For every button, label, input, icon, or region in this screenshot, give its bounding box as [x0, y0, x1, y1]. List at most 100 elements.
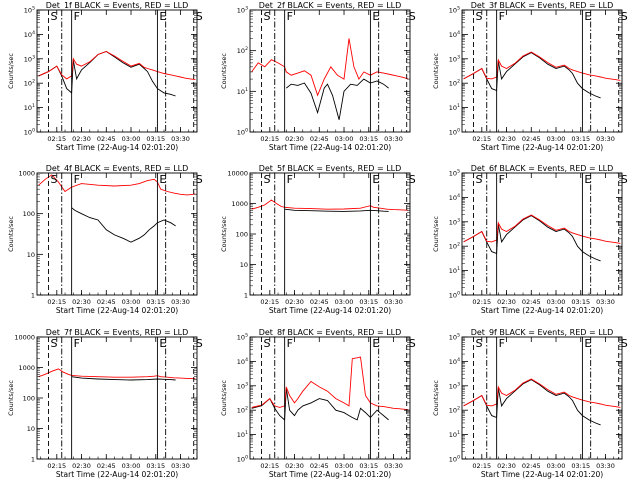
event-marker-label: E	[372, 173, 379, 186]
event-marker-label: S	[621, 173, 628, 186]
y-axis-label: Counts/sec	[220, 216, 228, 252]
panel-det-8: S F E S 02:15 02:30 02:45 03:00 03:15 03:30 100 101…	[220, 328, 416, 479]
series-lld	[463, 378, 621, 408]
x-tick-label: 03:00	[335, 462, 354, 470]
plot-frame	[249, 9, 411, 133]
panel-det-2: S F E S 02:15 02:30 02:45 03:00 03:15 03:30 100 101…	[220, 1, 416, 152]
x-tick-label: 03:30	[171, 462, 190, 470]
y-tick-label: 103	[237, 381, 248, 390]
series-lld	[251, 199, 409, 211]
panel-title: Det_4f BLACK = Events, RED = LLD	[46, 164, 189, 173]
y-tick-label: 103	[449, 217, 460, 226]
series-events	[71, 207, 176, 243]
x-tick-label: 03:15	[571, 298, 590, 306]
event-marker-label: E	[584, 10, 591, 23]
y-tick-label: 102	[237, 406, 248, 415]
x-tick-label: 03:30	[384, 135, 403, 143]
x-tick-label: 02:45	[522, 298, 541, 306]
event-marker-label: E	[159, 173, 166, 186]
series-events	[38, 51, 176, 97]
y-axis-label: Counts/sec	[7, 53, 15, 89]
event-marker-label: S	[51, 173, 58, 186]
panel-det-9: S F E S 02:15 02:30 02:45 03:00 03:15 03:30 100 101…	[432, 328, 628, 479]
x-axis-label: Start Time (22-Aug-14 02:01:20)	[481, 306, 603, 315]
event-marker-label: F	[499, 10, 505, 23]
panel-title: Det_8f BLACK = Events, RED = LLD	[259, 328, 402, 337]
x-tick-label: 03:00	[122, 135, 141, 143]
panel-det-3: S F E S 02:15 02:30 02:45 03:00 03:15 03:30 100 101…	[432, 1, 628, 152]
x-tick-label: 03:30	[171, 135, 190, 143]
x-axis-label: Start Time (22-Aug-14 02:01:20)	[56, 306, 178, 315]
event-marker-label: S	[196, 173, 203, 186]
plot-frame	[249, 336, 411, 460]
y-tick-label: 102	[237, 46, 248, 55]
event-marker-label: F	[287, 10, 293, 23]
x-tick-label: 02:30	[285, 462, 304, 470]
series-events	[463, 215, 601, 262]
x-tick-label: 03:00	[335, 135, 354, 143]
event-marker-label: S	[409, 10, 416, 23]
plot-frame	[461, 336, 623, 460]
x-tick-label: 02:15	[47, 135, 66, 143]
y-tick-label: 103	[449, 54, 460, 63]
x-axis-label: Start Time (22-Aug-14 02:01:20)	[269, 306, 391, 315]
plot-frame	[461, 9, 623, 133]
y-tick-label: 103	[449, 381, 460, 390]
series-lld	[251, 356, 409, 411]
event-marker-label: E	[159, 337, 166, 350]
y-tick-label: 101	[237, 87, 248, 96]
y-tick-label: 105	[449, 169, 460, 178]
y-tick-label: 103	[24, 54, 35, 63]
series-lld	[463, 214, 621, 244]
event-marker-label: S	[476, 173, 483, 186]
y-tick-label: 101	[449, 103, 460, 112]
y-tick-label: 100	[237, 128, 248, 137]
series-lld	[251, 38, 409, 97]
y-tick-label: 105	[449, 333, 460, 342]
panel-title: Det_1f BLACK = Events, RED = LLD	[46, 1, 189, 10]
event-marker-label: S	[264, 10, 271, 23]
event-marker-label: S	[196, 337, 203, 350]
x-tick-label: 02:45	[310, 135, 329, 143]
x-tick-label: 02:30	[497, 298, 516, 306]
plot-frame	[36, 9, 198, 133]
y-tick-label: 104	[449, 357, 460, 366]
x-tick-label: 03:30	[384, 462, 403, 470]
y-tick-label: 10	[27, 251, 35, 259]
x-tick-label: 02:15	[472, 462, 491, 470]
event-marker-label: S	[476, 10, 483, 23]
x-axis-label: Start Time (22-Aug-14 02:01:20)	[481, 143, 603, 152]
y-tick-label: 105	[237, 333, 248, 342]
event-marker-label: E	[584, 173, 591, 186]
y-tick-label: 100	[23, 210, 35, 218]
y-tick-label: 100	[449, 291, 460, 300]
x-axis-label: Start Time (22-Aug-14 02:01:20)	[481, 470, 603, 479]
series-lld	[463, 51, 621, 81]
x-axis-label: Start Time (22-Aug-14 02:01:20)	[269, 470, 391, 479]
y-tick-label: 102	[449, 79, 460, 88]
x-tick-label: 03:15	[146, 135, 165, 143]
event-marker-label: F	[74, 10, 80, 23]
event-marker-label: E	[159, 10, 166, 23]
x-tick-label: 02:45	[522, 462, 541, 470]
series-events	[463, 52, 601, 99]
plot-frame	[36, 336, 198, 460]
panel-title: Det_3f BLACK = Events, RED = LLD	[471, 1, 614, 10]
event-marker-label: S	[51, 10, 58, 23]
y-tick-label: 10	[27, 425, 35, 433]
y-axis-label: Counts/sec	[7, 216, 15, 252]
x-tick-label: 03:15	[359, 462, 378, 470]
series-lld	[38, 174, 196, 196]
event-marker-label: F	[287, 173, 293, 186]
x-tick-label: 02:45	[97, 135, 116, 143]
y-tick-label: 101	[449, 430, 460, 439]
x-tick-label: 02:30	[285, 298, 304, 306]
y-axis-label: Counts/sec	[432, 53, 440, 89]
x-tick-label: 03:00	[547, 135, 566, 143]
x-tick-label: 03:30	[596, 462, 615, 470]
x-axis-label: Start Time (22-Aug-14 02:01:20)	[56, 470, 178, 479]
event-marker-label: S	[264, 173, 271, 186]
panel-det-4: S F E S 02:15 02:30 02:45 03:00 03:15 03:30 1 10 100…	[7, 164, 203, 315]
x-tick-label: 03:30	[596, 135, 615, 143]
